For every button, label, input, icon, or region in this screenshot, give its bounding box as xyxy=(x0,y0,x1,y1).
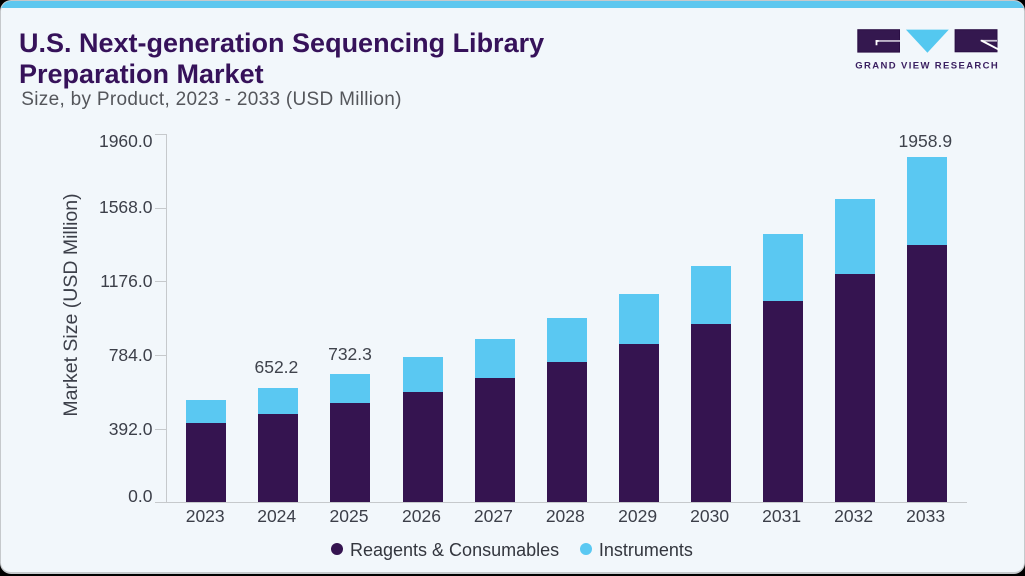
svg-text:GRAND VIEW RESEARCH: GRAND VIEW RESEARCH xyxy=(855,60,999,71)
